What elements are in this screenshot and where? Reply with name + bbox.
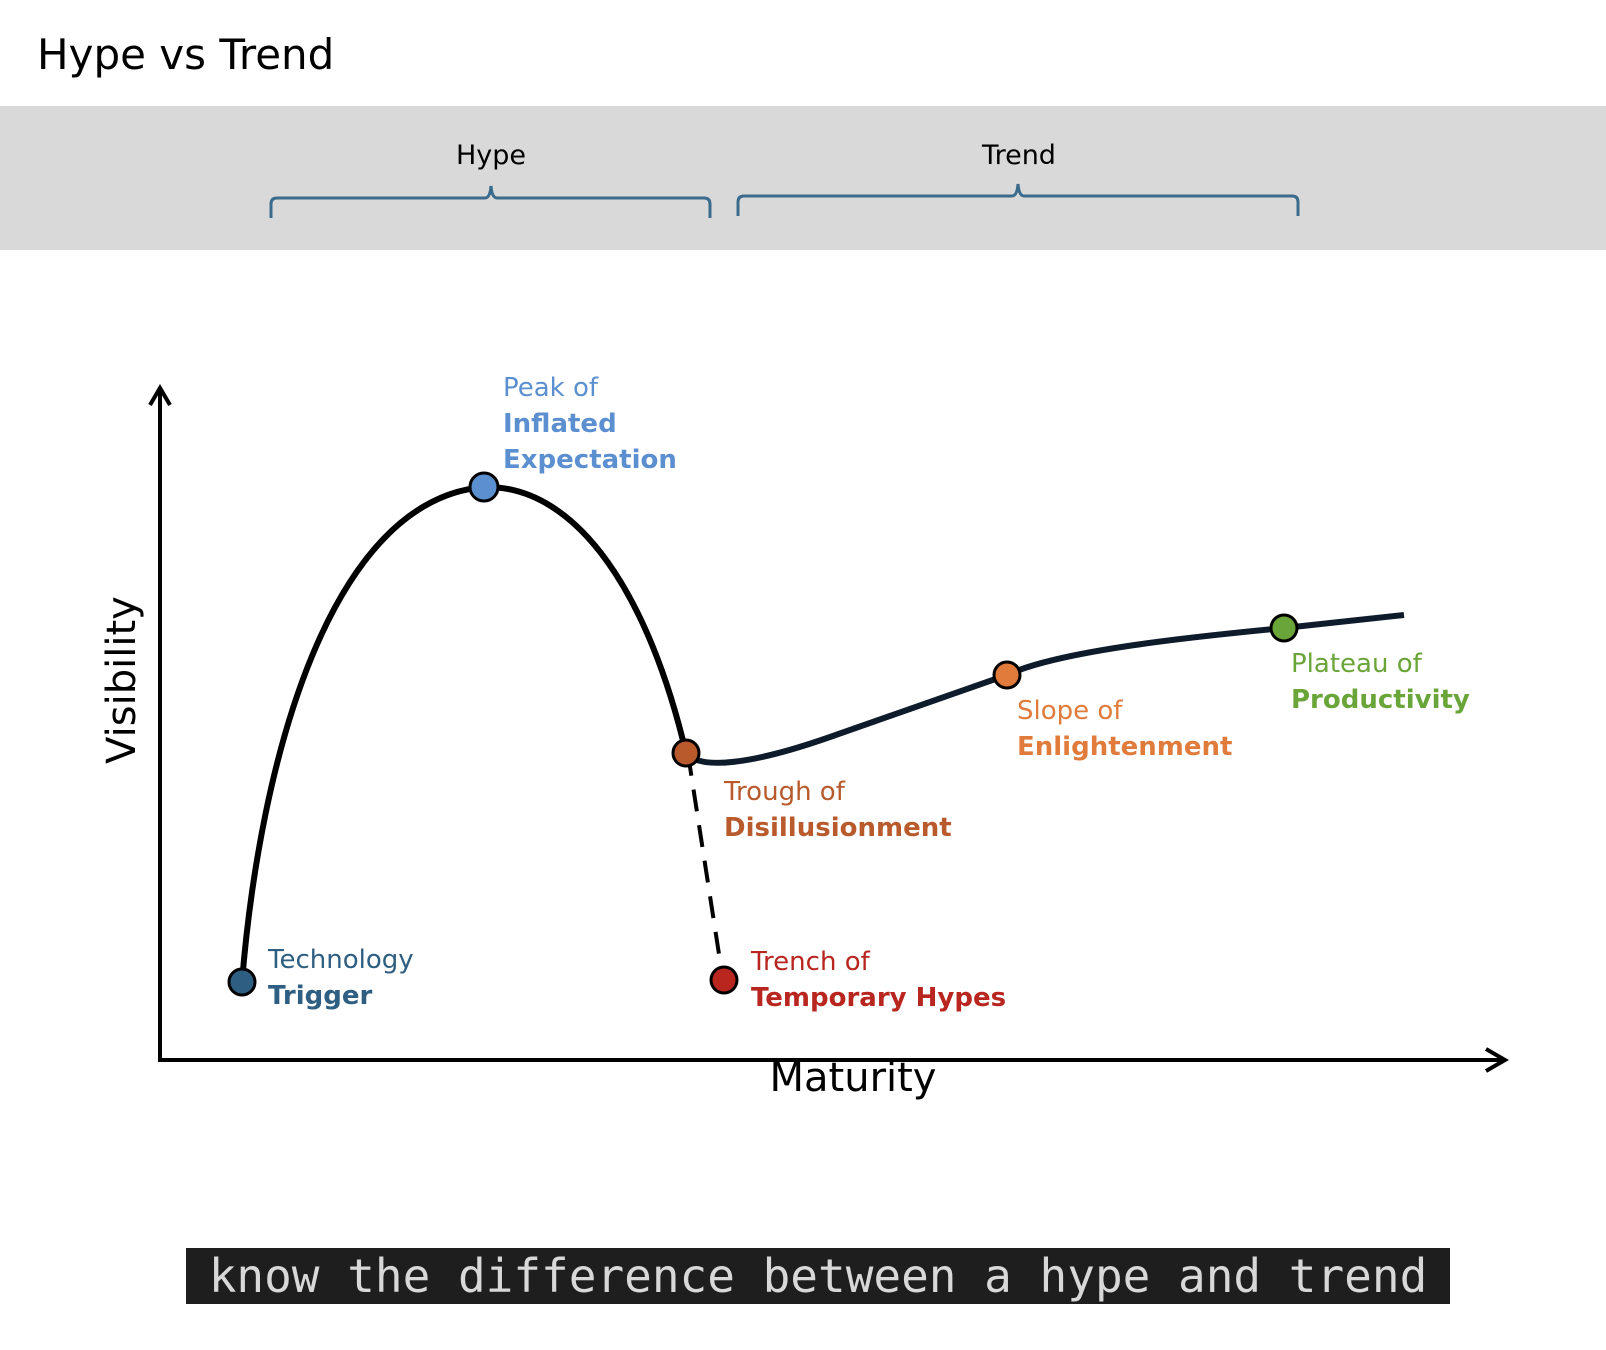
point-technology-trigger xyxy=(227,967,257,997)
label-line3: Expectation xyxy=(503,445,677,475)
label-technology-trigger: Technology Trigger xyxy=(268,942,414,1014)
hype-curve xyxy=(239,483,689,983)
label-line2: Inflated xyxy=(503,409,617,439)
x-axis-label: Maturity xyxy=(769,1055,937,1101)
group-label-trend: Trend xyxy=(982,140,1056,171)
label-line1: Plateau of xyxy=(1291,649,1422,679)
caption: know the difference between a hype and t… xyxy=(186,1248,1450,1304)
label-line2: Enlightenment xyxy=(1017,732,1233,762)
label-line1: Slope of xyxy=(1017,696,1123,726)
temporary-hype-dashed-line xyxy=(686,753,725,981)
hype-bracket xyxy=(269,185,712,218)
page-title: Hype vs Trend xyxy=(37,30,335,79)
label-plateau-of-productivity: Plateau of Productivity xyxy=(1291,646,1470,718)
point-trough-of-disillusionment xyxy=(671,738,701,768)
label-trough-of-disillusionment: Trough of Disillusionment xyxy=(724,774,952,846)
label-line2: Trigger xyxy=(268,981,373,1011)
group-label-hype: Hype xyxy=(455,140,527,171)
label-line2: Disillusionment xyxy=(724,813,952,843)
x-axis-arrowhead xyxy=(1484,1047,1509,1073)
point-peak-of-inflated-expectation xyxy=(468,471,500,503)
y-axis-label: Visibility xyxy=(99,596,145,764)
trend-bracket xyxy=(736,183,1300,216)
label-line2: Productivity xyxy=(1291,685,1470,715)
group-band xyxy=(0,106,1606,250)
point-trench-of-temporary-hypes xyxy=(709,965,739,995)
label-slope-of-enlightenment: Slope of Enlightenment xyxy=(1017,693,1232,765)
label-line1: Trench of xyxy=(751,947,870,977)
y-axis-arrowhead xyxy=(148,384,172,407)
label-line1: Technology xyxy=(268,945,414,975)
label-trench-of-temporary-hypes: Trench of Temporary Hypes xyxy=(751,944,1006,1016)
label-line1: Trough of xyxy=(724,777,845,807)
point-plateau-of-productivity xyxy=(1269,613,1299,643)
label-peak-of-inflated-expectation: Peak of Inflated Expectation xyxy=(503,370,677,478)
point-slope-of-enlightenment xyxy=(992,660,1022,690)
label-line1: Peak of xyxy=(503,373,599,403)
trend-curve xyxy=(683,612,1405,766)
label-line2: Temporary Hypes xyxy=(751,983,1007,1013)
